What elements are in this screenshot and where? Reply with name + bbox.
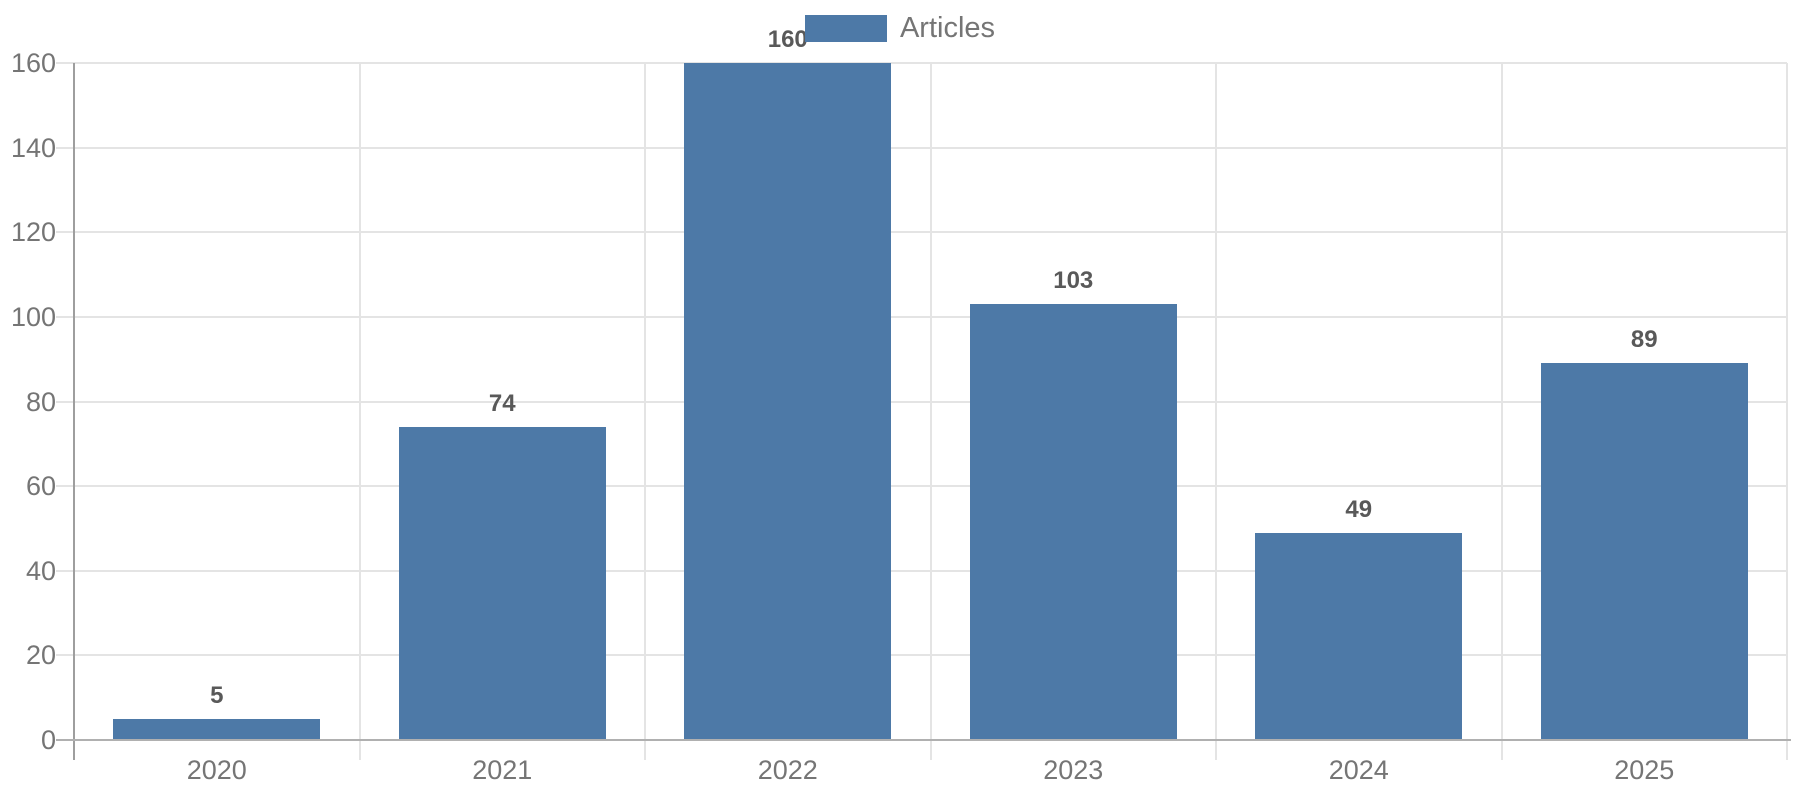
y-tick-mark (56, 146, 74, 149)
y-axis-line (73, 63, 75, 760)
bar-2023[interactable] (969, 304, 1177, 740)
y-axis-tick-label: 20 (25, 640, 56, 671)
bar-value-label: 74 (488, 389, 516, 417)
bar-2024[interactable] (1255, 532, 1463, 740)
chart-legend[interactable]: Articles (0, 12, 1800, 45)
bar-2025[interactable] (1540, 363, 1748, 740)
bar-value-label: 89 (1630, 326, 1658, 354)
x-axis-tick-label: 2024 (1328, 755, 1389, 785)
y-axis-tick-label: 100 (10, 301, 56, 332)
y-axis-tick-label: 80 (25, 386, 56, 417)
bar-value-label: 103 (1053, 267, 1094, 295)
y-axis-tick-label: 60 (25, 471, 56, 502)
bar-value-label: 5 (210, 681, 224, 709)
y-axis-tick-label: 40 (25, 555, 56, 586)
bar-value-label: 49 (1345, 495, 1373, 523)
y-tick-mark (56, 654, 74, 657)
y-tick-mark (56, 315, 74, 318)
gridline-vertical-with-tick (929, 63, 932, 760)
y-axis-tick-label: 140 (10, 132, 56, 163)
x-axis-tick-label: 2025 (1614, 755, 1675, 785)
bar-2021[interactable] (398, 426, 606, 740)
x-axis-tick-label: 2023 (1043, 755, 1104, 785)
gridline-vertical-with-tick (644, 63, 646, 760)
x-axis-tick-label: 2020 (186, 755, 247, 785)
gridline-vertical-with-tick (1215, 63, 1217, 760)
bar-2020[interactable] (113, 718, 321, 740)
legend-label-articles: Articles (899, 12, 996, 44)
y-tick-mark (56, 62, 74, 64)
y-axis-tick-label: 0 (40, 725, 56, 755)
y-tick-mark (56, 485, 74, 488)
gridline-vertical-with-tick (358, 63, 361, 760)
y-tick-mark (56, 569, 74, 572)
gridline-vertical-with-tick (1500, 63, 1503, 760)
y-axis-tick-label: 160 (10, 48, 56, 78)
legend-swatch-articles (804, 15, 887, 42)
y-axis-tick-label: 120 (10, 217, 56, 248)
x-axis-line (56, 739, 1791, 741)
y-tick-mark (56, 231, 74, 234)
x-axis-tick-label: 2022 (757, 755, 818, 785)
bar-value-label: 160 (767, 26, 808, 53)
y-tick-mark (56, 400, 74, 403)
gridline-vertical-with-tick (1786, 63, 1788, 760)
x-axis-tick-label: 2021 (472, 755, 533, 785)
bar-2022[interactable] (684, 63, 892, 740)
